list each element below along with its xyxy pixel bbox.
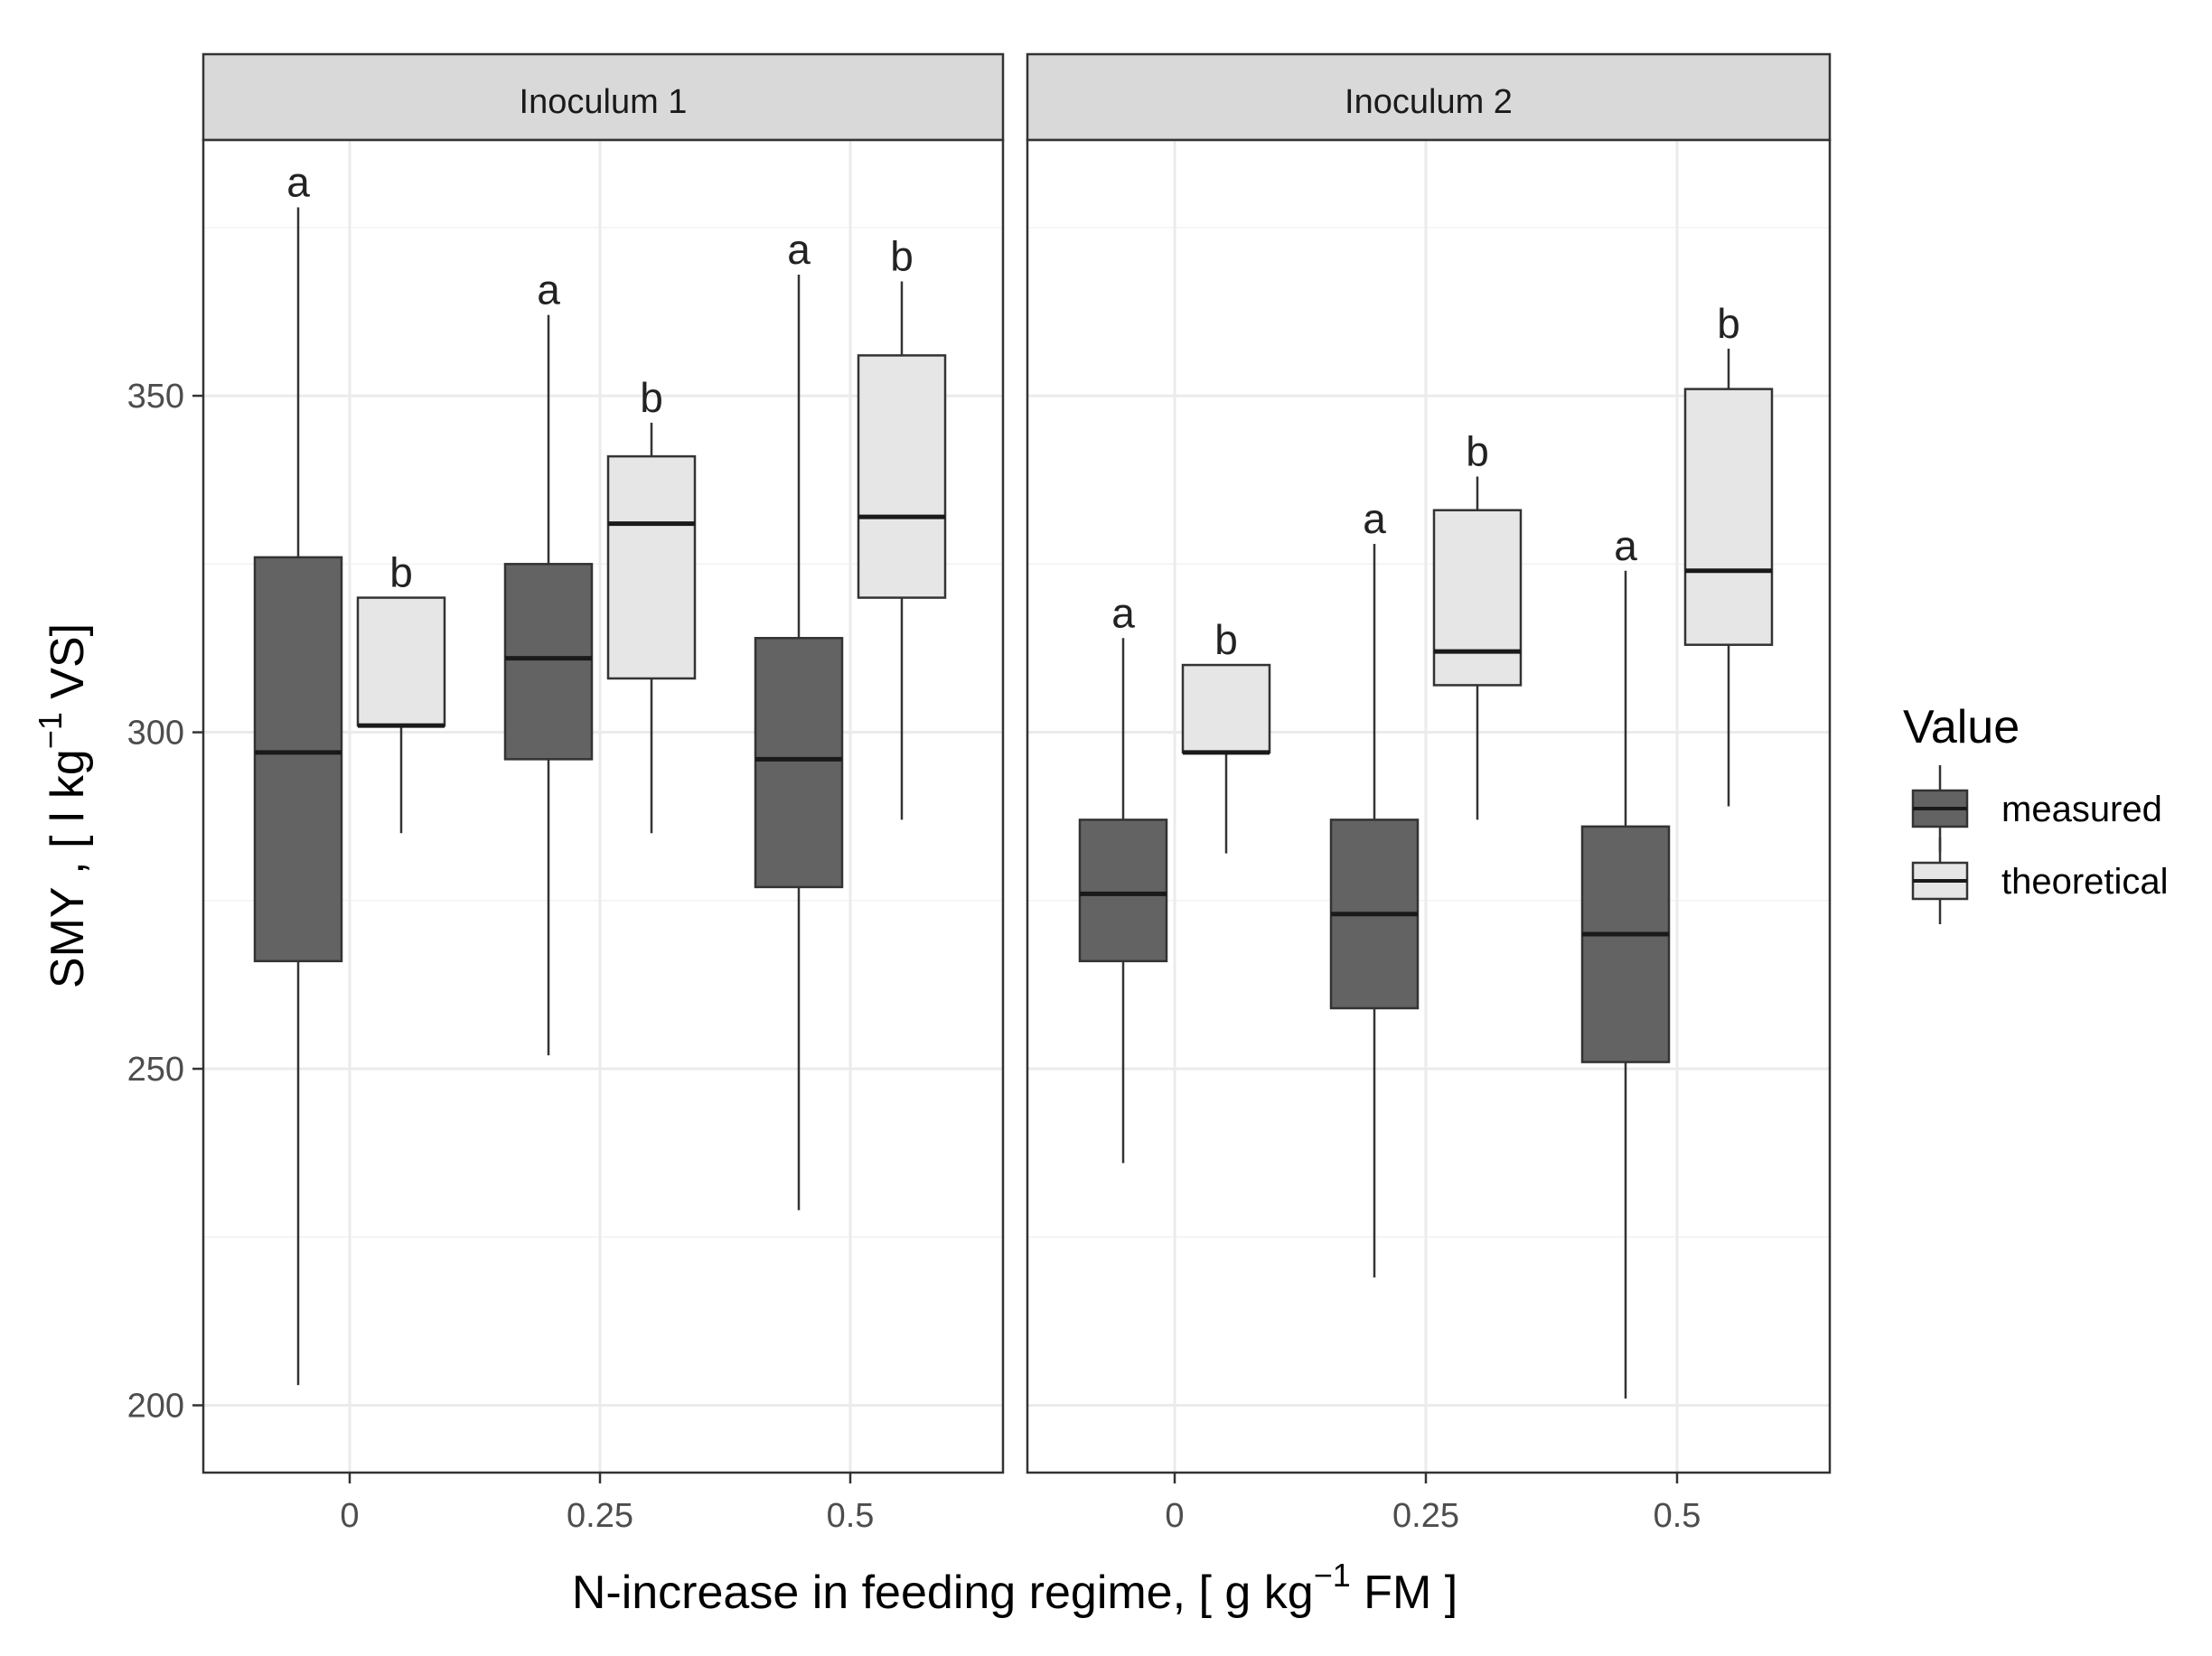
panel-title: Inoculum 1 xyxy=(520,83,688,121)
legend-entry-theoretical: theoretical xyxy=(1911,837,2169,924)
significance-label: a xyxy=(787,226,811,273)
x-tick-label: 0.25 xyxy=(567,1497,633,1535)
x-tick-label: 0.25 xyxy=(1392,1497,1459,1535)
y-tick-label: 300 xyxy=(127,715,184,753)
x-axis-title: N-increase in feeding regime, [ g kg−1 F… xyxy=(572,1557,1457,1619)
box-iqr xyxy=(253,556,343,963)
legend-entry-measured: measured xyxy=(1911,765,2162,852)
box-theoretical-0.25: b xyxy=(1432,427,1523,820)
panel-strip xyxy=(1026,52,1832,142)
panel-title: Inoculum 2 xyxy=(1345,83,1513,121)
significance-label: b xyxy=(1717,300,1740,347)
panel-2: Inoculum 2 a b a b a b xyxy=(1026,52,1832,1474)
significance-label: b xyxy=(1214,616,1238,663)
box-theoretical-0: b xyxy=(1181,616,1271,854)
x-tick-label: 0 xyxy=(1165,1497,1184,1535)
box-iqr xyxy=(857,354,947,599)
legend: Value measured theoretical xyxy=(1903,701,2169,924)
panel-border xyxy=(1026,138,1832,1474)
significance-label: a xyxy=(1614,522,1637,569)
significance-label: b xyxy=(890,232,914,279)
box-iqr xyxy=(1078,819,1168,963)
significance-label: b xyxy=(1466,427,1489,474)
significance-label: b xyxy=(640,374,663,421)
box-measured-0: a xyxy=(1078,589,1168,1164)
box-theoretical-0.5: b xyxy=(1683,300,1774,807)
y-axis-title: SMY , [ l kg−1 VS] xyxy=(32,623,94,988)
y-tick-label: 350 xyxy=(127,378,184,416)
box-iqr xyxy=(754,637,844,889)
box-theoretical-0.25: b xyxy=(606,374,697,834)
box-iqr xyxy=(1683,388,1774,646)
box-iqr xyxy=(356,596,446,727)
legend-label: measured xyxy=(2001,790,2162,829)
box-measured-0.25: a xyxy=(503,267,594,1056)
significance-label: a xyxy=(1111,589,1135,636)
legend-title: Value xyxy=(1903,701,2020,753)
box-iqr xyxy=(606,454,697,680)
axes: 0 0.25 0.5 0 0.25 0.5 200 250 300 350 N-increase i… xyxy=(32,378,1701,1619)
box-iqr xyxy=(1181,663,1271,754)
box-theoretical-0.5: b xyxy=(857,232,947,820)
significance-label: b xyxy=(389,549,413,596)
box-measured-0.25: a xyxy=(1329,495,1420,1277)
facet-panels: Inoculum 1 a b a b a b Inoculum 2 a b a b a b xyxy=(202,52,1832,1474)
significance-label: a xyxy=(286,158,310,205)
x-tick-label: 0.5 xyxy=(1654,1497,1701,1535)
box-measured-0.5: a xyxy=(1580,522,1671,1399)
legend-label: theoretical xyxy=(2001,862,2169,902)
box-measured-0.5: a xyxy=(754,226,844,1211)
x-tick-label: 0.5 xyxy=(827,1497,875,1535)
panel-plot-area xyxy=(1027,140,1830,1473)
box-measured-0: a xyxy=(253,158,343,1386)
x-tick-label: 0 xyxy=(340,1497,359,1535)
panel-1: Inoculum 1 a b a b a b xyxy=(202,52,1005,1474)
y-tick-label: 200 xyxy=(127,1388,184,1426)
box-iqr xyxy=(503,563,594,761)
significance-label: a xyxy=(1363,495,1386,542)
y-tick-label: 250 xyxy=(127,1051,184,1089)
panel-strip xyxy=(202,52,1005,142)
box-iqr xyxy=(1432,509,1523,687)
panel-border xyxy=(202,138,1005,1474)
box-theoretical-0: b xyxy=(356,549,446,834)
box-iqr xyxy=(1580,825,1671,1063)
significance-label: a xyxy=(537,267,560,313)
